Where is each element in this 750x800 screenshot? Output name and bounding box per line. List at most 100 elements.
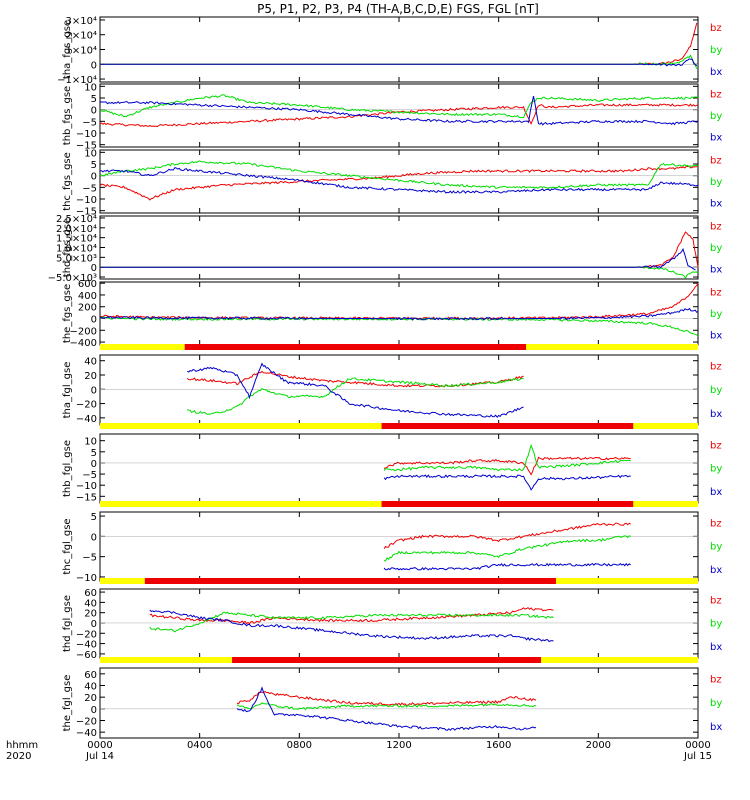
y-tick-label: 10 [84, 148, 97, 159]
series-line-by [187, 377, 524, 415]
legend-bx: bx [710, 565, 722, 576]
x-tick-label: 0800 [287, 740, 312, 751]
x-axis-format-label: hhmm [6, 740, 38, 751]
legend-bz: bz [710, 440, 722, 451]
series-line-by [383, 535, 631, 562]
legend-by: by [710, 619, 722, 630]
y-tick-label: −20 [76, 717, 97, 728]
x-tick-date: Jul 15 [683, 751, 712, 762]
y-tick-label: −40 [76, 728, 97, 739]
series-line-bx [383, 562, 631, 571]
series-line-by [99, 160, 699, 190]
legend-by: by [710, 698, 722, 709]
series-line-by [99, 94, 699, 119]
legend-bz: bz [710, 222, 722, 233]
y-tick-label: −40 [76, 640, 97, 651]
coverage-bar-segment [184, 344, 527, 350]
y-tick-label: 10 [84, 82, 97, 93]
legend-bx: bx [710, 67, 722, 78]
y-tick-label: 5 [91, 448, 97, 459]
y-axis-label: thc_fgs_gse [62, 152, 73, 211]
y-tick-label: −10 [76, 481, 97, 492]
coverage-bar-segment [232, 657, 542, 663]
figure-title: P5, P1, P2, P3, P4 (TH-A,B,C,D,E) FGS, F… [257, 2, 539, 16]
x-tick-label: 1200 [386, 740, 411, 751]
y-tick-label: −400 [70, 338, 97, 349]
coverage-bar-segment [144, 578, 556, 584]
legend-bz: bz [710, 156, 722, 167]
legend-by: by [710, 464, 722, 475]
x-axis-format-label: 2020 [6, 751, 31, 762]
y-tick-label: 1×10⁴ [66, 46, 97, 57]
legend-bz: bz [710, 90, 722, 101]
y-axis-label: thd_fgl_gse [62, 595, 73, 652]
series-line-bx [99, 167, 699, 194]
y-axis-label: thc_fgl_gse [62, 518, 73, 574]
y-tick-label: 0 [91, 532, 97, 543]
series-line-bz [383, 456, 631, 476]
y-axis-label: thd_fgs_gse [62, 218, 73, 277]
y-tick-label: −10 [76, 129, 97, 140]
y-tick-label: 40 [84, 682, 97, 693]
x-tick-label: 0000 [685, 740, 710, 751]
y-tick-label: −200 [70, 326, 97, 337]
series-line-bx [383, 474, 631, 491]
series-line-by [149, 611, 554, 633]
y-axis-label: the_fgs_gse [62, 284, 73, 343]
panel-frame [99, 215, 699, 280]
y-tick-label: 5 [91, 160, 97, 171]
panel-frame [99, 281, 699, 346]
series-line-bx [100, 247, 696, 271]
legend-by: by [710, 45, 722, 56]
legend-by: by [710, 542, 722, 553]
y-tick-label: 0 [91, 619, 97, 630]
legend-bx: bx [710, 264, 722, 275]
y-tick-label: −10 [76, 573, 97, 584]
y-tick-label: −10 [76, 195, 97, 206]
panel-frame [99, 511, 699, 582]
legend-bx: bx [710, 722, 722, 733]
legend-bx: bx [710, 132, 722, 143]
y-tick-label: −20 [76, 629, 97, 640]
y-tick-label: 20 [84, 609, 97, 620]
series-line-bz [100, 231, 699, 269]
series-line-bx [100, 58, 698, 67]
series-line-by [99, 316, 699, 337]
y-axis-label: thb_fgs_gse [62, 86, 73, 145]
series-line-bx [149, 609, 554, 643]
panel-frame [99, 16, 699, 83]
panel-frame [99, 433, 699, 504]
series-line-bx [99, 307, 699, 321]
y-tick-label: 5 [91, 512, 97, 523]
y-tick-label: 5 [91, 94, 97, 105]
y-tick-label: 60 [84, 670, 97, 681]
legend-bz: bz [710, 674, 722, 685]
y-tick-label: 1.5×10⁴ [56, 234, 97, 245]
coverage-bar-segment [381, 423, 634, 429]
series-line-bz [99, 165, 699, 201]
y-tick-label: 60 [84, 588, 97, 599]
y-tick-label: 1.0×10⁴ [56, 244, 97, 255]
y-tick-label: 10 [84, 437, 97, 448]
legend-bx: bx [710, 487, 722, 498]
y-tick-label: −5 [82, 117, 97, 128]
series-line-bz [100, 22, 698, 66]
series-line-by [236, 702, 537, 711]
legend-by: by [710, 309, 722, 320]
y-tick-label: 0 [91, 315, 97, 326]
y-tick-label: 0 [91, 459, 97, 470]
legend-bx: bx [710, 330, 722, 341]
series-line-bx [186, 362, 524, 418]
y-tick-label: 2.5×10⁴ [56, 214, 97, 225]
y-tick-label: −5 [82, 470, 97, 481]
y-tick-label: 200 [78, 303, 97, 314]
legend-by: by [710, 243, 722, 254]
